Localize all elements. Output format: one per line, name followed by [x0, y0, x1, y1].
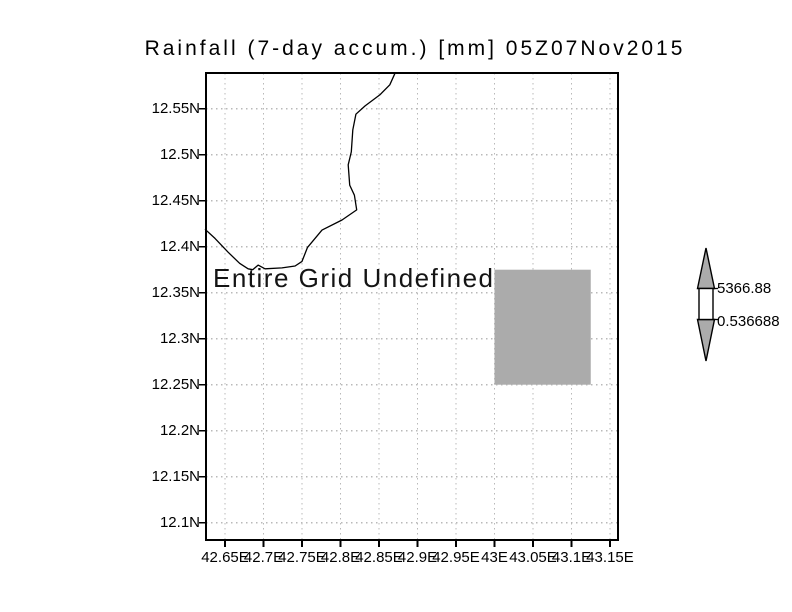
x-axis-label: 42.7E: [243, 549, 284, 566]
colorbar-upper-arrow: [696, 247, 716, 290]
coastline: [204, 72, 396, 271]
y-axis-label: 12.1N: [159, 513, 200, 531]
y-axis-label: 12.25N: [151, 375, 200, 393]
y-axis-label: 12.5N: [159, 145, 200, 163]
x-axis-label: 42.65E: [201, 549, 249, 566]
y-axis-label: 12.45N: [151, 191, 200, 209]
y-axis-label: 12.15N: [151, 467, 200, 485]
y-axis-label: 12.2N: [159, 421, 200, 439]
x-axis-label: 42.9E: [397, 549, 438, 566]
colorbar-min-label: 0.536688: [717, 312, 780, 330]
plot-frame: [204, 71, 620, 542]
plot-title: Rainfall (7-day accum.) [mm] 05Z07Nov201…: [144, 37, 686, 60]
x-axis-label: 43.15E: [586, 549, 634, 566]
colorbar-box: [698, 287, 714, 321]
x-axis-label: 43E: [481, 549, 508, 566]
y-axis-label: 12.3N: [159, 329, 200, 347]
y-axis-label: 12.4N: [159, 237, 200, 255]
colorbar-lower-arrow: [696, 318, 716, 362]
colorbar-max-label: 5366.88: [717, 279, 772, 297]
y-axis-label: 12.55N: [151, 99, 200, 117]
x-axis-label: 43.1E: [551, 549, 592, 566]
center-message: Entire Grid Undefined: [213, 263, 495, 293]
y-axis-label: 12.35N: [151, 283, 200, 301]
x-axis-label: 42.75E: [278, 549, 326, 566]
x-axis-label: 43.05E: [509, 549, 557, 566]
undefined-data-cell: [494, 269, 591, 385]
x-axis-label: 42.8E: [320, 549, 361, 566]
x-axis-label: 42.95E: [432, 549, 480, 566]
x-axis-label: 42.85E: [355, 549, 403, 566]
